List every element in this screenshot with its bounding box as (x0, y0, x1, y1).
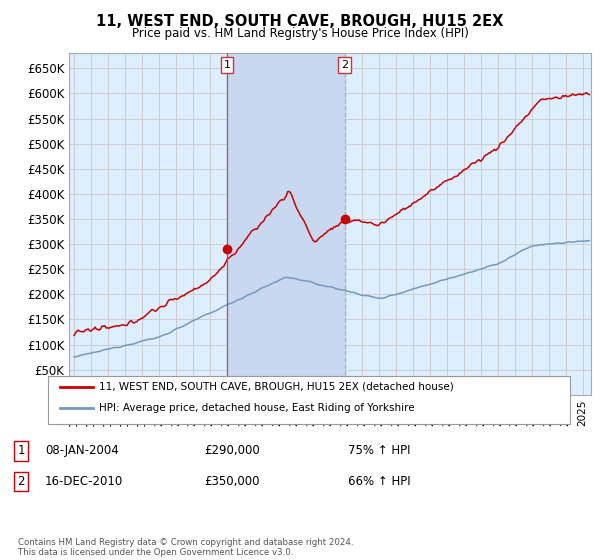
Text: 66% ↑ HPI: 66% ↑ HPI (348, 475, 410, 488)
Text: £290,000: £290,000 (204, 444, 260, 458)
Text: 1: 1 (17, 444, 25, 458)
Text: £350,000: £350,000 (204, 475, 260, 488)
Text: 2: 2 (17, 475, 25, 488)
Text: 16-DEC-2010: 16-DEC-2010 (45, 475, 123, 488)
Text: Contains HM Land Registry data © Crown copyright and database right 2024.
This d: Contains HM Land Registry data © Crown c… (18, 538, 353, 557)
Text: 08-JAN-2004: 08-JAN-2004 (45, 444, 119, 458)
Text: 75% ↑ HPI: 75% ↑ HPI (348, 444, 410, 458)
Bar (227, 53, 344, 395)
Text: 1: 1 (224, 60, 230, 70)
Text: Price paid vs. HM Land Registry's House Price Index (HPI): Price paid vs. HM Land Registry's House … (131, 27, 469, 40)
Text: 2: 2 (341, 60, 348, 70)
Text: 11, WEST END, SOUTH CAVE, BROUGH, HU15 2EX (detached house): 11, WEST END, SOUTH CAVE, BROUGH, HU15 2… (99, 382, 454, 392)
Text: 11, WEST END, SOUTH CAVE, BROUGH, HU15 2EX: 11, WEST END, SOUTH CAVE, BROUGH, HU15 2… (97, 14, 503, 29)
Text: HPI: Average price, detached house, East Riding of Yorkshire: HPI: Average price, detached house, East… (99, 403, 415, 413)
